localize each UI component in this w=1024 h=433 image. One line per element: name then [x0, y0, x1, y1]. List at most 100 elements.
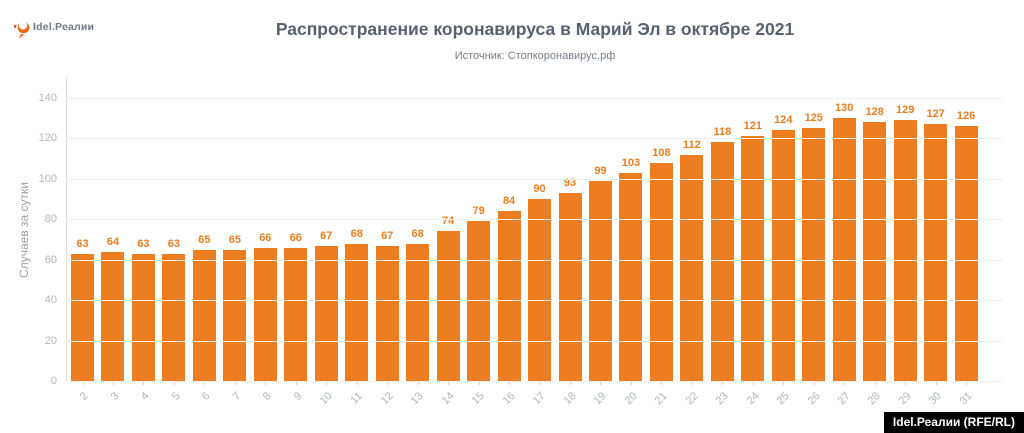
bar-slot-day-10: 67 — [314, 98, 338, 381]
bar-slot-day-14: 74 — [436, 98, 460, 381]
bar-value-label: 67 — [320, 229, 333, 242]
x-tick-mark — [752, 381, 754, 385]
bar-value-label: 66 — [289, 231, 302, 244]
bar-slot-day-31: 126 — [954, 98, 978, 381]
bar-value-label: 63 — [167, 237, 181, 250]
x-tick-mark — [905, 381, 907, 385]
x-slot-day-16: 16 — [498, 381, 521, 415]
bar — [497, 211, 521, 381]
gridline-0 — [66, 381, 1003, 382]
y-axis-line — [66, 78, 67, 381]
bar — [71, 253, 94, 381]
bar — [558, 193, 582, 381]
bar — [162, 253, 186, 381]
bar — [649, 162, 673, 381]
bar — [253, 247, 277, 381]
x-tick-mark — [570, 381, 571, 385]
x-slot-day-2: 2 — [71, 381, 94, 415]
bar-value-label: 128 — [865, 106, 884, 119]
bar-slot-day-15: 79 — [467, 98, 491, 381]
bar-value-label: 68 — [350, 227, 363, 240]
x-tick-label: 15 — [469, 390, 488, 408]
x-tick-mark — [874, 381, 876, 385]
x-tick-label: 26 — [805, 390, 823, 408]
x-tick-mark — [173, 381, 175, 385]
y-tick-label-140: 140 — [38, 92, 57, 104]
bar-value-label: 63 — [76, 237, 89, 250]
bar-slot-day-22: 112 — [680, 98, 704, 381]
bar-slot-day-20: 103 — [619, 98, 643, 381]
bar-slot-day-4: 63 — [131, 98, 155, 381]
x-tick-label: 28 — [866, 390, 884, 408]
x-tick-mark — [417, 381, 419, 385]
bar-slot-day-19: 99 — [588, 98, 612, 381]
x-tick-label: 27 — [835, 390, 853, 408]
x-slot-day-12: 12 — [376, 381, 399, 415]
bar-value-label: 66 — [259, 231, 272, 244]
brand-name: Idel.Реалии — [33, 21, 95, 33]
bar — [893, 120, 917, 381]
bar-value-label: 65 — [228, 233, 241, 246]
x-slot-day-15: 15 — [467, 381, 490, 415]
x-tick-mark — [966, 381, 968, 385]
bar-value-label: 65 — [198, 233, 211, 246]
y-tick-label-60: 60 — [44, 253, 57, 266]
x-tick-mark — [387, 381, 389, 385]
bar — [284, 247, 308, 381]
bar — [436, 231, 460, 381]
bar-slot-day-9: 66 — [284, 98, 308, 381]
x-tick-label: 29 — [896, 390, 914, 408]
x-slot-day-29: 29 — [894, 381, 917, 415]
x-tick-mark — [448, 381, 450, 385]
bar-slot-day-28: 128 — [863, 98, 887, 381]
x-tick-label: 11 — [348, 390, 366, 407]
bar-slot-day-29: 129 — [893, 98, 917, 381]
x-slot-day-30: 30 — [924, 381, 947, 415]
x-tick-label: 12 — [378, 390, 396, 408]
gridline-120 — [66, 138, 1003, 140]
x-slot-day-27: 27 — [833, 381, 856, 415]
x-tick-mark — [112, 381, 114, 385]
x-tick-label: 5 — [169, 390, 183, 403]
bar-value-label: 108 — [652, 146, 671, 159]
bar-slot-day-18: 93 — [558, 98, 582, 381]
x-tick-label: 14 — [439, 390, 457, 408]
bar-slot-day-17: 90 — [528, 98, 552, 381]
x-slot-day-22: 22 — [680, 381, 703, 415]
x-tick-mark — [600, 381, 602, 385]
bar-slot-day-26: 125 — [802, 98, 826, 381]
bar-value-label: 84 — [502, 195, 516, 208]
x-slot-day-3: 3 — [101, 381, 124, 415]
bar-value-label: 118 — [713, 126, 732, 139]
x-tick-mark — [539, 381, 541, 385]
x-slot-day-31: 31 — [955, 381, 978, 415]
y-tick-label-120: 120 — [38, 132, 57, 145]
x-tick-mark — [265, 381, 267, 385]
x-tick-label: 23 — [713, 390, 731, 408]
x-tick-mark — [326, 381, 328, 385]
y-tick-label-80: 80 — [44, 213, 57, 226]
x-tick-label: 19 — [591, 390, 609, 408]
x-tick-label: 8 — [260, 390, 274, 403]
plot-area: 63 64 63 63 65 65 66 66 67 68 67 68 74 79 84 90 93 99 103 1… — [39, 78, 1003, 407]
bar-value-label: 63 — [137, 237, 150, 250]
x-slot-day-13: 13 — [406, 381, 429, 415]
bar-value-label: 67 — [381, 229, 394, 242]
bar-value-label: 121 — [743, 120, 762, 133]
x-tick-mark — [783, 381, 785, 385]
x-tick-mark — [935, 381, 937, 385]
bar-slot-day-6: 65 — [192, 98, 216, 381]
x-slot-day-4: 4 — [132, 381, 155, 415]
x-tick-label: 13 — [408, 390, 427, 408]
bar-value-label: 126 — [956, 110, 976, 123]
x-slot-day-9: 9 — [284, 381, 307, 415]
y-tick-label-20: 20 — [44, 334, 57, 347]
gridline-40 — [66, 300, 1003, 302]
bar — [863, 122, 887, 381]
bar — [375, 245, 399, 381]
bar — [832, 118, 856, 381]
x-tick-mark — [295, 381, 297, 385]
x-tick-label: 30 — [926, 390, 945, 408]
bar-slot-day-5: 63 — [162, 98, 186, 381]
